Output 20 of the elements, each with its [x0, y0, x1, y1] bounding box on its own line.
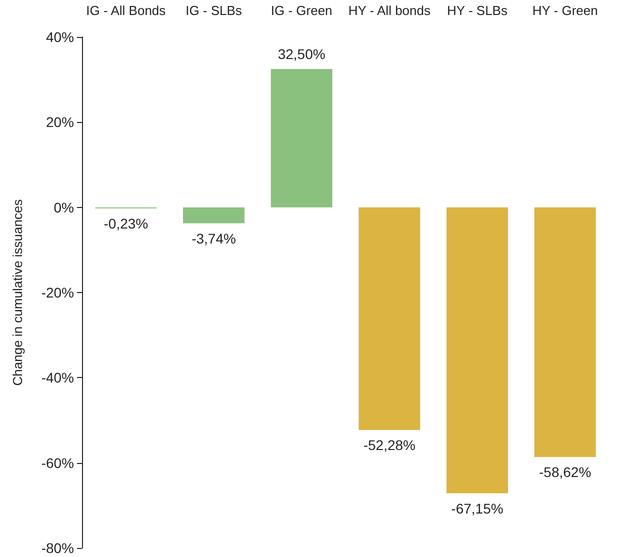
- x-tick-label: HY - Green: [532, 3, 598, 18]
- data-label: -52,28%: [363, 436, 416, 453]
- y-tick-label: 20%: [46, 114, 74, 130]
- y-tick-label: 40%: [46, 29, 74, 45]
- y-tick-label: -80%: [41, 540, 74, 556]
- y-tick-label: -60%: [41, 454, 74, 471]
- x-tick-label: HY - SLBs: [447, 3, 508, 18]
- y-axis-title: Change in cumulative issuances: [10, 198, 25, 386]
- x-tick-label: IG - All Bonds: [86, 3, 166, 18]
- data-label: -67,15%: [451, 500, 504, 516]
- data-label: -3,74%: [192, 230, 236, 246]
- y-tick-label: 0%: [54, 199, 74, 216]
- data-label: -0,23%: [104, 215, 148, 232]
- data-label: -58,62%: [539, 464, 592, 480]
- y-tick-label: -20%: [41, 284, 74, 300]
- x-tick-label: IG - Green: [270, 3, 332, 18]
- y-tick-label: -40%: [41, 370, 74, 386]
- x-tick-label: HY - All bonds: [348, 3, 431, 18]
- data-label: 32,50%: [278, 46, 326, 62]
- x-tick-label: IG - SLBs: [186, 3, 242, 18]
